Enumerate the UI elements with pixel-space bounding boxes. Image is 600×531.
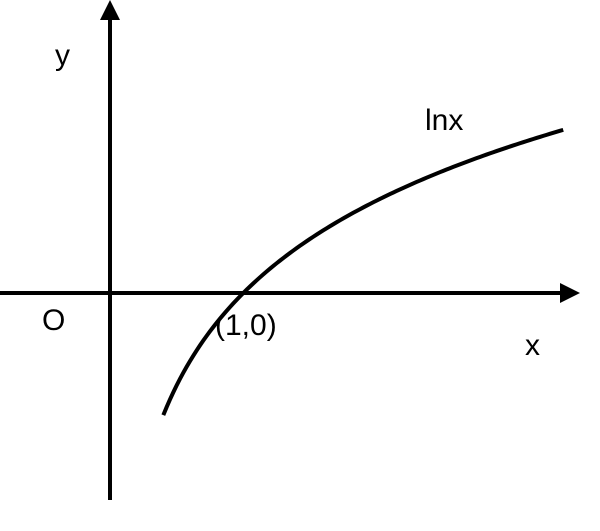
- intercept-label: (1,0): [215, 309, 277, 342]
- lnx-chart: y x O (1,0) lnx: [0, 0, 600, 531]
- y-axis-arrow-icon: [100, 0, 120, 20]
- origin-label: O: [42, 304, 65, 337]
- ln-curve: [163, 130, 563, 415]
- x-axis-label: x: [525, 329, 540, 362]
- y-axis-label: y: [55, 39, 70, 72]
- function-label: lnx: [425, 104, 463, 137]
- x-axis-arrow-icon: [560, 283, 580, 303]
